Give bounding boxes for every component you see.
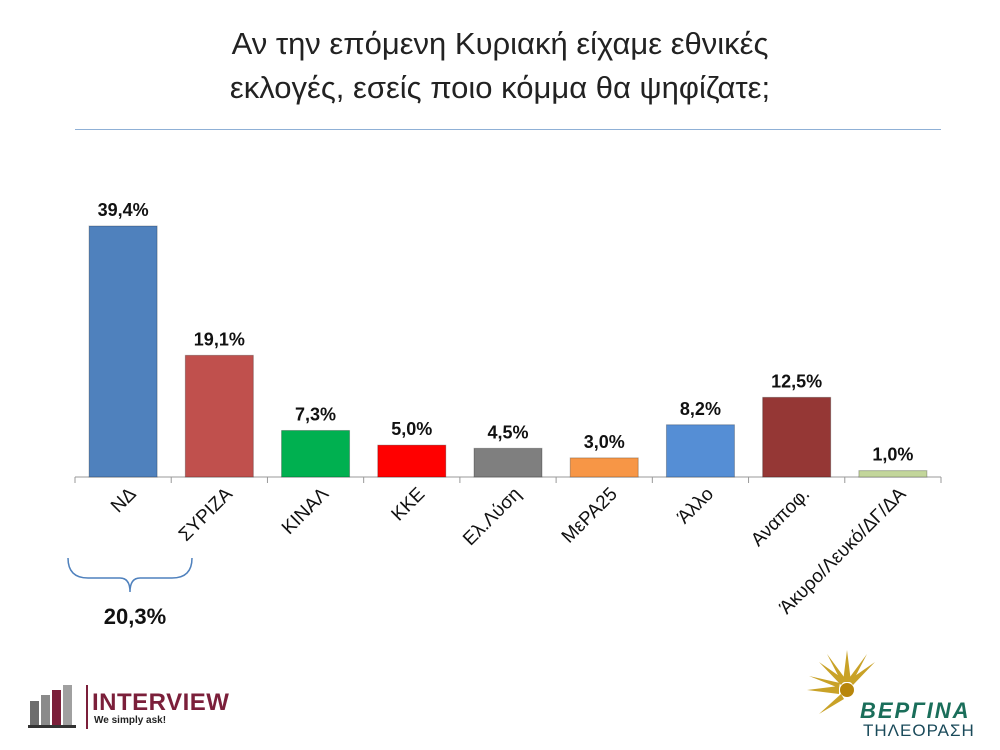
data-label: 19,1% <box>194 329 245 349</box>
interview-bars-icon <box>28 685 76 728</box>
vergina-subtitle: ΤΗΛΕΟΡΑΣΗ <box>863 721 975 740</box>
vergina-logo: ΒΕΡΓΙΝΑ ΤΗΛΕΟΡΑΣΗ <box>805 648 995 743</box>
category-label: Άλλο <box>673 484 718 529</box>
vergina-sun-icon <box>807 650 875 714</box>
interview-tagline: We simply ask! <box>94 715 167 726</box>
gap-annotation-label: 20,3% <box>103 604 167 629</box>
data-label: 7,3% <box>295 404 336 424</box>
bar <box>473 447 543 478</box>
bar <box>665 424 735 478</box>
bar <box>858 470 928 478</box>
bar <box>377 444 447 478</box>
category-label: ΝΔ <box>107 483 141 517</box>
data-label: 39,4% <box>98 200 149 220</box>
title-line-2: εκλογές, εσείς ποιο κόμμα θα ψηφίζατε; <box>229 70 771 105</box>
interview-logo: INTERVIEW We simply ask! <box>28 683 258 733</box>
bar <box>281 429 351 478</box>
annotation-brace <box>67 557 193 593</box>
category-label: Αναποφ. <box>747 484 814 551</box>
title-line-1: Αν την επόμενη Κυριακή είχαμε εθνικές <box>231 26 769 61</box>
data-label: 12,5% <box>771 371 822 391</box>
vergina-name: ΒΕΡΓΙΝΑ <box>860 698 971 723</box>
category-label: Ελ.Λύση <box>459 484 525 550</box>
category-label: ΚΚΕ <box>388 484 430 526</box>
data-label: 4,5% <box>487 422 528 442</box>
interview-name: INTERVIEW <box>92 689 230 716</box>
title-divider <box>75 129 941 130</box>
bar <box>762 396 832 478</box>
interview-divider <box>86 685 88 729</box>
data-label: 1,0% <box>872 445 913 465</box>
data-label: 5,0% <box>391 419 432 439</box>
data-label: 8,2% <box>680 399 721 419</box>
bar <box>88 225 158 478</box>
data-label: 3,0% <box>584 432 625 452</box>
bar <box>184 354 254 478</box>
category-label: ΜεΡΑ25 <box>558 484 622 548</box>
category-label: ΣΥΡΙΖΑ <box>175 483 237 545</box>
chart-title: Αν την επόμενη Κυριακή είχαμε εθνικές εκ… <box>0 22 1000 110</box>
bar <box>569 457 639 478</box>
category-label: ΚΙΝΑΛ <box>278 483 333 538</box>
